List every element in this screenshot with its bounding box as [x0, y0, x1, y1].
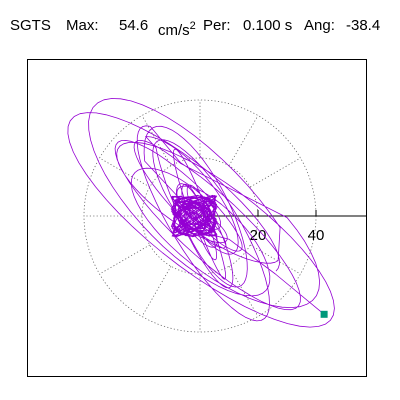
grid-spoke-3: [228, 115, 259, 166]
end-point-marker: [320, 310, 328, 318]
grid-spoke-9: [141, 266, 172, 317]
plot-header: SGTS Max: 54.6 cm/s2 Per: 0.100 s Ang: -…: [0, 0, 400, 44]
orbit-trace: [67, 98, 335, 328]
period-label: Per:: [203, 17, 231, 34]
station-code: SGTS: [10, 17, 51, 34]
max-label: Max:: [66, 17, 99, 34]
angle-value: -38.4: [346, 17, 381, 34]
x-tick-label-2: 40: [308, 227, 325, 244]
max-unit-text: cm/s: [158, 22, 190, 39]
angle-label: Ang:: [304, 17, 335, 34]
grid-spoke-12: [250, 244, 301, 275]
grid-spoke-11: [228, 266, 259, 317]
grid-spoke-8: [99, 244, 150, 275]
max-value: 54.6: [119, 17, 149, 34]
grid-spoke-6: [99, 157, 150, 188]
grid-spoke-2: [250, 157, 301, 188]
grid-spoke-5: [141, 115, 172, 166]
orbit-trace-path: [67, 98, 335, 328]
period-value: 0.100 s: [243, 17, 293, 34]
plot-frame: [27, 59, 367, 377]
end-marker-layer: [320, 310, 328, 318]
max-unit-exponent: 2: [189, 20, 196, 32]
max-unit: cm/s2: [158, 17, 196, 40]
